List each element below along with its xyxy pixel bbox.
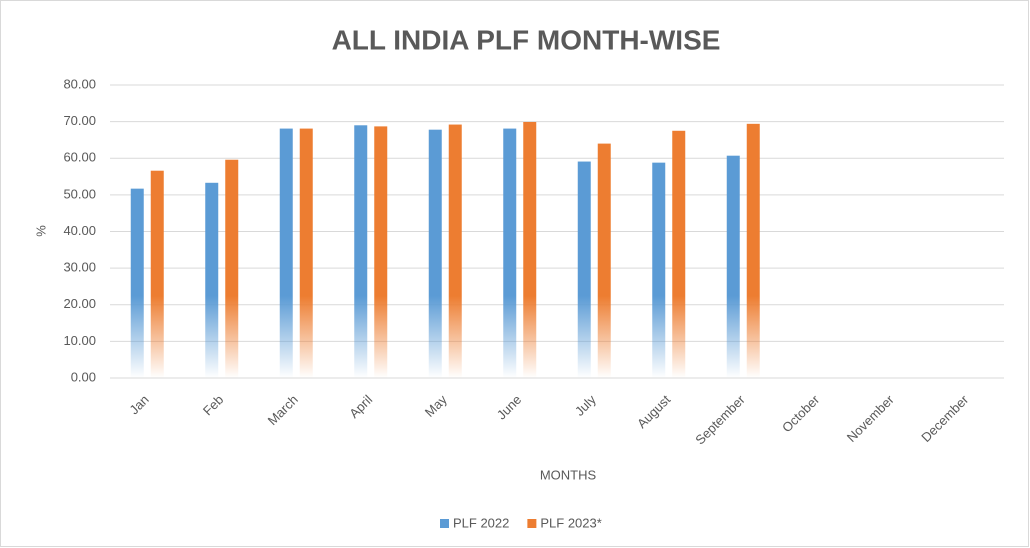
bar <box>726 155 740 378</box>
bar <box>503 128 517 378</box>
y-tick-label: 20.00 <box>63 296 96 311</box>
bar <box>597 143 611 378</box>
legend-swatch <box>440 519 449 528</box>
chart-title: ALL INDIA PLF MONTH-WISE <box>332 24 721 55</box>
bar <box>205 182 219 378</box>
bar <box>652 162 666 378</box>
bar <box>428 129 442 378</box>
legend-swatch <box>527 519 537 528</box>
y-tick-label: 60.00 <box>63 150 96 165</box>
legend-label: PLF 2022 <box>453 515 509 530</box>
bar <box>130 188 144 378</box>
legend-label: PLF 2023* <box>540 515 601 530</box>
bar <box>577 161 591 378</box>
y-tick-label: 0.00 <box>71 369 96 384</box>
bar <box>523 121 537 379</box>
bar <box>448 124 462 379</box>
y-tick-label: 10.00 <box>63 333 96 348</box>
y-axis-title: % <box>33 225 48 237</box>
bar <box>225 159 239 378</box>
bar <box>299 128 313 378</box>
bar <box>150 170 164 378</box>
y-tick-label: 70.00 <box>63 113 96 128</box>
bar <box>746 123 760 378</box>
y-tick-label: 30.00 <box>63 260 96 275</box>
y-tick-label: 80.00 <box>63 76 96 91</box>
x-axis-title: MONTHS <box>540 467 597 482</box>
bar <box>374 126 388 378</box>
y-tick-label: 50.00 <box>63 186 96 201</box>
bar <box>354 125 368 378</box>
y-tick-label: 40.00 <box>63 223 96 238</box>
bar <box>279 128 293 378</box>
bar <box>672 130 686 378</box>
